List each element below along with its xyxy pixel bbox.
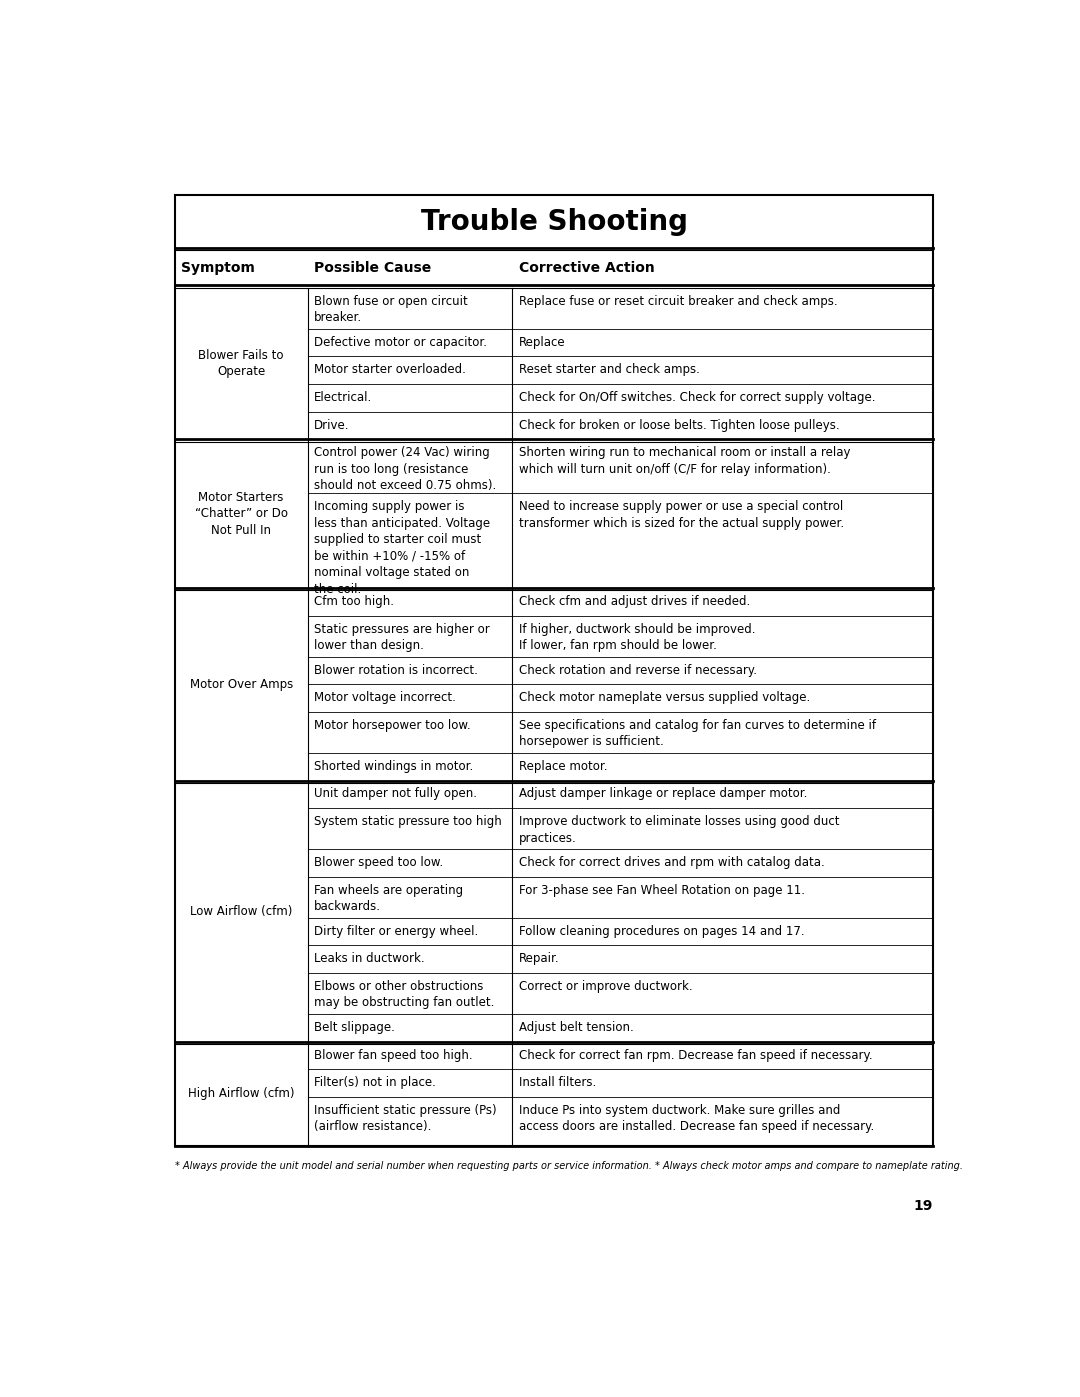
Text: Induce Ps into system ductwork. Make sure grilles and
access doors are installed: Induce Ps into system ductwork. Make sur… [518, 1104, 874, 1133]
Text: High Airflow (cfm): High Airflow (cfm) [188, 1087, 295, 1099]
Text: Check for broken or loose belts. Tighten loose pulleys.: Check for broken or loose belts. Tighten… [518, 419, 839, 432]
Text: Electrical.: Electrical. [314, 391, 373, 404]
Text: Check for correct fan rpm. Decrease fan speed if necessary.: Check for correct fan rpm. Decrease fan … [518, 1049, 873, 1062]
Text: Unit damper not fully open.: Unit damper not fully open. [314, 788, 477, 800]
Text: Blown fuse or open circuit
breaker.: Blown fuse or open circuit breaker. [314, 295, 468, 324]
Text: Dirty filter or energy wheel.: Dirty filter or energy wheel. [314, 925, 478, 937]
Text: Elbows or other obstructions
may be obstructing fan outlet.: Elbows or other obstructions may be obst… [314, 979, 495, 1010]
Text: Blower rotation is incorrect.: Blower rotation is incorrect. [314, 664, 477, 676]
Text: Correct or improve ductwork.: Correct or improve ductwork. [518, 979, 692, 993]
Text: Reset starter and check amps.: Reset starter and check amps. [518, 363, 700, 376]
Text: Check for correct drives and rpm with catalog data.: Check for correct drives and rpm with ca… [518, 856, 824, 869]
Text: Motor Starters
“Chatter” or Do
Not Pull In: Motor Starters “Chatter” or Do Not Pull … [194, 490, 287, 536]
Text: Check rotation and reverse if necessary.: Check rotation and reverse if necessary. [518, 664, 757, 676]
Text: Motor horsepower too low.: Motor horsepower too low. [314, 719, 471, 732]
Text: Trouble Shooting: Trouble Shooting [421, 208, 688, 236]
Text: Check cfm and adjust drives if needed.: Check cfm and adjust drives if needed. [518, 595, 750, 608]
Text: Need to increase supply power or use a special control
transformer which is size: Need to increase supply power or use a s… [518, 500, 843, 529]
Text: Adjust belt tension.: Adjust belt tension. [518, 1021, 633, 1034]
Text: Motor starter overloaded.: Motor starter overloaded. [314, 363, 465, 376]
Text: Fan wheels are operating
backwards.: Fan wheels are operating backwards. [314, 884, 463, 914]
Text: * Always provide the unit model and serial number when requesting parts or servi: * Always provide the unit model and seri… [175, 1161, 963, 1171]
Text: Filter(s) not in place.: Filter(s) not in place. [314, 1076, 436, 1090]
Text: Incoming supply power is
less than anticipated. Voltage
supplied to starter coil: Incoming supply power is less than antic… [314, 500, 490, 595]
Text: Follow cleaning procedures on pages 14 and 17.: Follow cleaning procedures on pages 14 a… [518, 925, 805, 937]
Text: Improve ductwork to eliminate losses using good duct
practices.: Improve ductwork to eliminate losses usi… [518, 816, 839, 845]
Text: Low Airflow (cfm): Low Airflow (cfm) [190, 905, 293, 918]
Text: Install filters.: Install filters. [518, 1076, 596, 1090]
Text: Drive.: Drive. [314, 419, 350, 432]
Text: Insufficient static pressure (Ps)
(airflow resistance).: Insufficient static pressure (Ps) (airfl… [314, 1104, 497, 1133]
Text: Defective motor or capacitor.: Defective motor or capacitor. [314, 335, 487, 348]
Text: Adjust damper linkage or replace damper motor.: Adjust damper linkage or replace damper … [518, 788, 807, 800]
Text: Replace motor.: Replace motor. [518, 760, 607, 773]
Text: Belt slippage.: Belt slippage. [314, 1021, 395, 1034]
Text: Static pressures are higher or
lower than design.: Static pressures are higher or lower tha… [314, 623, 489, 652]
Text: If higher, ductwork should be improved.
If lower, fan rpm should be lower.: If higher, ductwork should be improved. … [518, 623, 755, 652]
Text: Replace fuse or reset circuit breaker and check amps.: Replace fuse or reset circuit breaker an… [518, 295, 837, 307]
Text: Check for On/Off switches. Check for correct supply voltage.: Check for On/Off switches. Check for cor… [518, 391, 875, 404]
Bar [175, 196, 933, 1146]
Text: Possible Cause: Possible Cause [314, 261, 431, 275]
Text: Cfm too high.: Cfm too high. [314, 595, 394, 608]
Text: Symptom: Symptom [181, 261, 255, 275]
Text: Shorted windings in motor.: Shorted windings in motor. [314, 760, 473, 773]
Text: Replace: Replace [518, 335, 565, 348]
Text: Control power (24 Vac) wiring
run is too long (resistance
should not exceed 0.75: Control power (24 Vac) wiring run is too… [314, 447, 497, 492]
Text: For 3-phase see Fan Wheel Rotation on page 11.: For 3-phase see Fan Wheel Rotation on pa… [518, 884, 805, 897]
Text: Motor Over Amps: Motor Over Amps [190, 678, 293, 690]
Text: Blower Fails to
Operate: Blower Fails to Operate [199, 349, 284, 379]
Text: Corrective Action: Corrective Action [518, 261, 654, 275]
Text: Motor voltage incorrect.: Motor voltage incorrect. [314, 692, 456, 704]
Text: See specifications and catalog for fan curves to determine if
horsepower is suff: See specifications and catalog for fan c… [518, 719, 876, 749]
Text: Shorten wiring run to mechanical room or install a relay
which will turn unit on: Shorten wiring run to mechanical room or… [518, 447, 850, 476]
Text: System static pressure too high: System static pressure too high [314, 816, 502, 828]
Text: 19: 19 [914, 1200, 933, 1214]
Text: Blower speed too low.: Blower speed too low. [314, 856, 443, 869]
Text: Leaks in ductwork.: Leaks in ductwork. [314, 953, 424, 965]
Text: Repair.: Repair. [518, 953, 559, 965]
Text: Blower fan speed too high.: Blower fan speed too high. [314, 1049, 473, 1062]
Text: Check motor nameplate versus supplied voltage.: Check motor nameplate versus supplied vo… [518, 692, 810, 704]
